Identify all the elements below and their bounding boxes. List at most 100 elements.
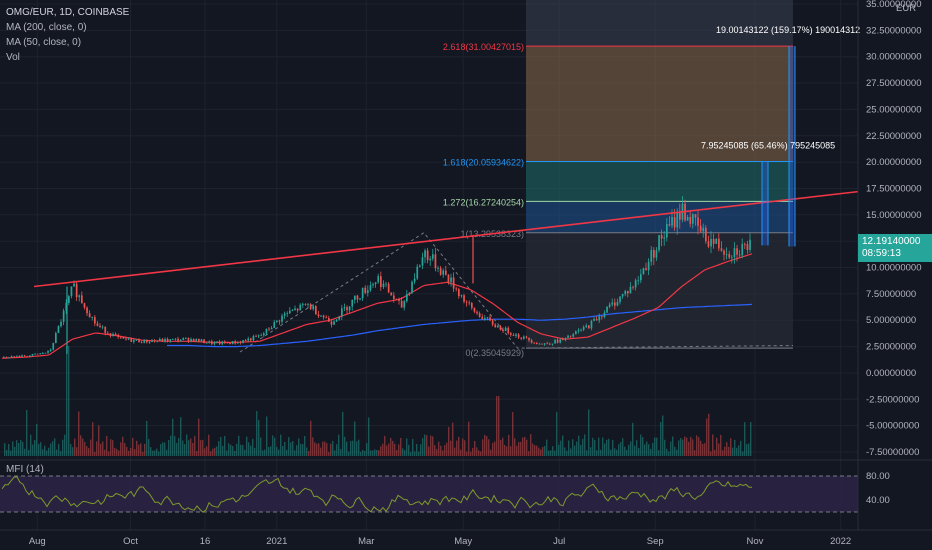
candle-body <box>23 355 26 357</box>
volume-bar <box>22 441 24 456</box>
candle-body <box>369 285 372 291</box>
candle-body <box>190 338 192 342</box>
candle-body <box>733 248 736 258</box>
volume-bar <box>674 446 676 456</box>
volume-bar <box>84 442 86 456</box>
volume-bar <box>302 444 304 456</box>
candle-body <box>491 320 494 325</box>
volume-bar <box>266 416 268 456</box>
candle-body <box>307 304 309 306</box>
volume-bar <box>448 426 450 456</box>
legend-ma50[interactable]: MA (50, close, 0) <box>6 37 82 48</box>
volume-bar <box>262 450 264 456</box>
volume-bar <box>646 441 648 456</box>
volume-bar <box>612 439 614 456</box>
candle-body <box>75 283 78 298</box>
volume-bar <box>234 450 236 456</box>
volume-bar <box>94 451 96 456</box>
volume-bar <box>542 447 544 456</box>
volume-bar <box>516 445 518 456</box>
volume-bar <box>86 446 88 456</box>
candle-body <box>489 317 491 321</box>
volume-bar <box>714 449 716 456</box>
volume-bar <box>652 442 654 456</box>
fib-level-label: 1.618(20.05934622) <box>443 157 524 167</box>
fib-band-base <box>526 232 793 349</box>
volume-bar <box>90 439 92 456</box>
candle-body <box>637 280 640 282</box>
price-axis[interactable]: 35.00000000 32.50000000 30.00000000 27.5000… <box>857 0 921 530</box>
symbol-title[interactable]: OMG/EUR, 1D, COINBASE <box>6 7 130 18</box>
volume-bar <box>282 445 284 456</box>
candle-body <box>468 302 471 304</box>
candle-body <box>439 268 442 275</box>
candle-body <box>546 343 549 345</box>
candle-body <box>164 338 166 342</box>
volume-bar <box>700 440 702 456</box>
price-tick-label: 20.00000000 <box>866 157 921 168</box>
volume-bar <box>72 447 74 456</box>
volume-bar <box>332 440 334 456</box>
volume-bar <box>600 449 602 456</box>
volume-bar <box>136 440 138 456</box>
volume-bar <box>378 450 380 456</box>
candle-body <box>406 294 408 302</box>
volume-bar <box>70 443 72 456</box>
projection-label: 19.00143122 (159.17%) 190014312 <box>716 25 860 35</box>
time-axis[interactable]: Aug Oct 16 2021 Mar May Jul Sep Nov 2022 <box>0 529 932 547</box>
volume-bar <box>732 447 734 456</box>
mfi-legend[interactable]: MFI (14) <box>6 464 44 475</box>
candle-body <box>723 250 725 255</box>
candle-body <box>686 217 689 221</box>
volume-bar <box>558 444 560 456</box>
volume-bar <box>116 448 118 456</box>
volume-bar <box>556 411 558 456</box>
candle-body <box>663 237 666 239</box>
volume-bar <box>690 436 692 456</box>
volume-bar <box>502 437 504 456</box>
volume-bar <box>176 443 178 456</box>
indicator-legend: OMG/EUR, 1D, COINBASE MA (200, close, 0)… <box>6 5 129 65</box>
volume-bar <box>362 449 364 456</box>
volume-bar <box>398 444 400 456</box>
candle-body <box>29 355 31 357</box>
ma200-line <box>167 303 753 348</box>
volume-bar <box>8 444 10 456</box>
volume-bar <box>718 443 720 456</box>
candle-body <box>42 353 44 354</box>
volume-bar <box>636 440 638 456</box>
candle-body <box>689 217 692 224</box>
candle-body <box>213 342 216 345</box>
trendline[interactable] <box>33 190 859 288</box>
volume-bar <box>118 450 120 456</box>
candle-body <box>21 355 23 357</box>
volume-bar <box>140 443 142 456</box>
legend-volume[interactable]: Vol <box>6 52 20 63</box>
mfi-axis-label: 40.00 <box>866 495 890 506</box>
candle-body <box>174 338 177 340</box>
candle-body <box>320 315 322 317</box>
candle-body <box>278 320 281 322</box>
mfi-band <box>0 476 858 512</box>
volume-bar <box>480 451 482 456</box>
candle-body <box>455 288 458 290</box>
volume-bar <box>716 437 718 456</box>
volume-bar <box>648 444 650 456</box>
volume-bar <box>528 451 530 456</box>
candle-body <box>156 340 159 342</box>
legend-ma200[interactable]: MA (200, close, 0) <box>6 22 87 33</box>
fibonacci-extension[interactable]: 2.618(31.00427015) 1.618(20.05934622) 1.27… <box>239 0 794 358</box>
candle-body <box>81 295 83 304</box>
volume-bar <box>610 449 612 456</box>
volume-bar <box>340 448 342 456</box>
volume-bar <box>566 450 568 456</box>
volume-bar <box>550 450 552 456</box>
projection-rulers[interactable]: 19.00143122 (159.17%) 190014312 7.9524508… <box>701 25 860 247</box>
resistance-trendline <box>33 190 859 288</box>
candle-body <box>148 341 151 343</box>
volume-bar <box>38 443 40 456</box>
volume-bar <box>620 442 622 456</box>
volume-bar <box>572 439 574 456</box>
volume-bar <box>164 442 166 456</box>
